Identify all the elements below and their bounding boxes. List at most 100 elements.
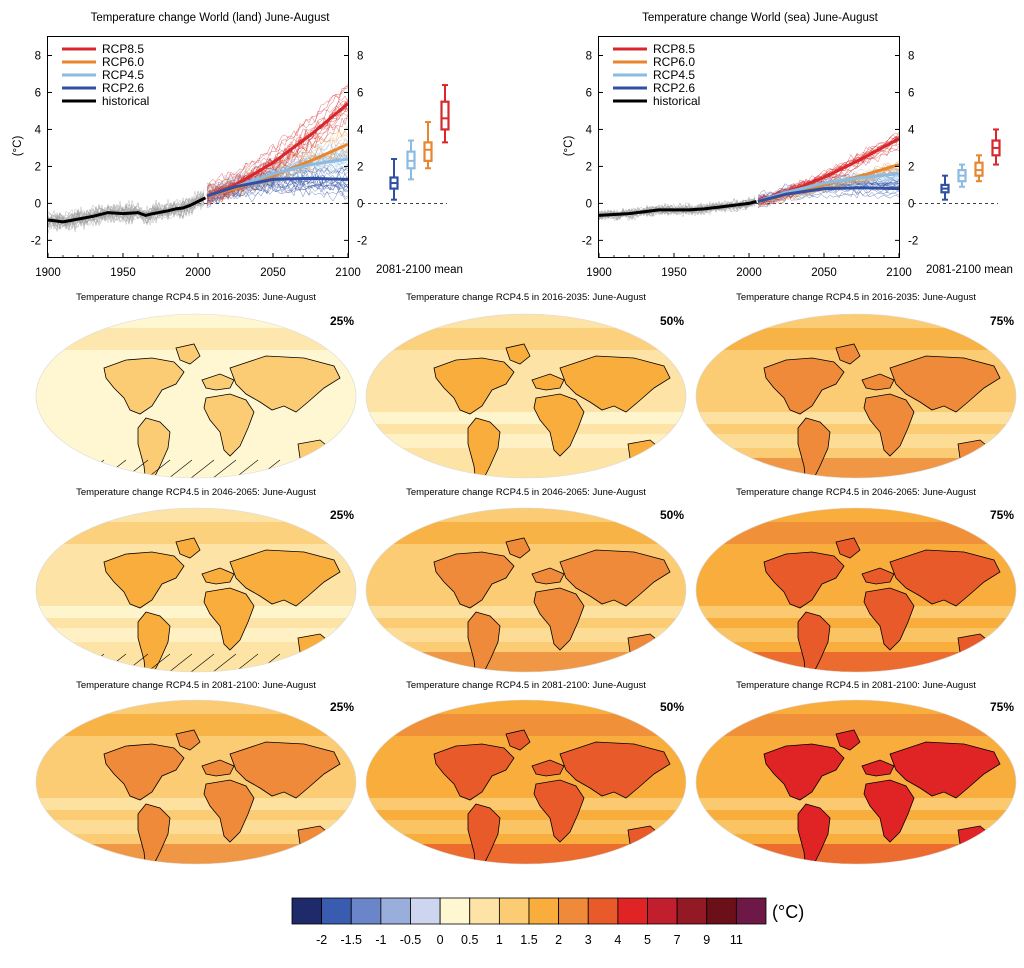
map-border: [365, 699, 687, 865]
map-border: [35, 507, 357, 673]
continent-outline: [797, 417, 831, 478]
x-tick-label: 2000: [185, 267, 211, 279]
southern-band: [696, 412, 1016, 424]
rcp85-member-line: [206, 102, 348, 198]
continent-outline: [175, 537, 201, 559]
world-map: [695, 507, 1017, 673]
continent-outline: [763, 551, 845, 609]
colorbar-tick-label: 0: [436, 933, 444, 947]
legend-entry: RCP4.5: [653, 68, 695, 82]
map-border: [365, 313, 687, 479]
continent-outline: [433, 743, 515, 801]
southern-band: [36, 628, 356, 642]
y-tick-label: -2: [582, 235, 592, 247]
plot-area: RCP8.5 RCP6.0 RCP4.5 RCP2.6 historical: [598, 36, 900, 258]
continent-outline: [957, 439, 993, 465]
antarctic-band: [366, 844, 686, 864]
hatching-line: [207, 459, 237, 478]
southern-band: [36, 412, 356, 424]
x-tick-label: 2100: [335, 267, 361, 279]
colorbar-segment: [617, 897, 648, 925]
legend-entry: historical: [102, 94, 149, 108]
southern-band: [366, 820, 686, 834]
colorbar-segment: [350, 897, 382, 925]
continent-outline: [201, 373, 235, 391]
colorbar-tick-label: 1.5: [520, 933, 538, 947]
continent-outline: [467, 611, 501, 672]
southern-band: [36, 434, 356, 448]
colorbar-svg: [291, 897, 767, 925]
world-map: [365, 507, 687, 673]
x-tick-label: 2050: [811, 267, 837, 279]
map-title: Temperature change RCP4.5 in 2016-2035: …: [406, 292, 646, 303]
continent-outline: [531, 567, 565, 585]
historical-member-line: [599, 199, 756, 220]
colorbar-segment: [469, 897, 500, 925]
map-title: Temperature change RCP4.5 in 2081-2100: …: [736, 680, 976, 691]
colorbar-tick-label: 3: [584, 933, 592, 947]
world-map: [365, 313, 687, 479]
colorbar-segment: [291, 897, 323, 925]
rcp26-member-line: [206, 181, 348, 207]
continent-outline: [861, 759, 895, 777]
map-title: Temperature change RCP4.5 in 2016-2035: …: [76, 292, 316, 303]
x-tick-label: 1950: [110, 267, 136, 279]
boxplot-svg: [362, 84, 450, 204]
map-body: [696, 508, 1016, 672]
hatching-line: [295, 459, 325, 478]
map-title: Temperature change RCP4.5 in 2046-2065: …: [736, 487, 976, 498]
x-tick-label: 2050: [260, 267, 286, 279]
arctic-band: [366, 522, 686, 544]
legend-entry: RCP8.5: [102, 42, 144, 56]
southern-band: [696, 820, 1016, 834]
colorbar-tick-label: -2: [316, 933, 328, 947]
y-tick-label: 2: [35, 161, 41, 173]
colorbar-unit: (°C): [772, 902, 805, 922]
plot-area: RCP8.5 RCP6.0 RCP4.5 RCP2.6 historical: [47, 36, 349, 258]
map-title: Temperature change RCP4.5 in 2081-2100: …: [76, 680, 316, 691]
y-tick-label: 8: [35, 50, 41, 62]
southern-band: [696, 434, 1016, 448]
map-percentile-label: 50%: [660, 314, 685, 328]
antarctic-band: [696, 458, 1016, 478]
chart-title: Temperature change World (sea) June-Augu…: [642, 12, 878, 24]
southern-band: [36, 606, 356, 618]
map-title: Temperature change RCP4.5 in 2046-2065: …: [406, 487, 646, 498]
southern-band: [366, 434, 686, 448]
arctic-band: [696, 714, 1016, 736]
hatching-line: [339, 653, 356, 672]
antarctic-band: [696, 652, 1016, 672]
colorbar-tick-label: -0.5: [399, 933, 422, 947]
continent-outline: [835, 537, 861, 559]
colorbar-tick-label: 5: [644, 933, 651, 947]
map-body: [696, 700, 1016, 864]
continent-outline: [505, 537, 531, 559]
continent-outline: [505, 343, 531, 365]
colorbar-segment: [410, 897, 441, 925]
legend-entry: RCP6.0: [653, 55, 695, 69]
historical-mean-line: [48, 196, 207, 224]
continent-outline: [433, 357, 515, 415]
arctic-band: [36, 328, 356, 350]
continent-outline: [467, 803, 501, 864]
continent-outline: [763, 357, 845, 415]
continent-outline: [103, 743, 185, 801]
continent-outline: [297, 633, 333, 659]
colorbar-tick-label: 1: [495, 933, 503, 947]
hatching-line: [295, 653, 325, 672]
continent-outline: [203, 393, 255, 457]
colorbar-tick-label: 7: [673, 933, 681, 947]
hatching-line: [163, 653, 193, 672]
continent-outline: [103, 551, 185, 609]
colorbar-segment: [380, 897, 411, 925]
rcp85-member-line: [206, 100, 348, 199]
southern-band: [36, 820, 356, 834]
continent-outline: [863, 779, 915, 843]
continent-outline: [201, 759, 235, 777]
boxplot-label: 2081-2100 mean: [926, 264, 1013, 276]
continent-outline: [533, 779, 585, 843]
hatching-line: [229, 459, 259, 478]
continent-outline: [229, 355, 341, 413]
